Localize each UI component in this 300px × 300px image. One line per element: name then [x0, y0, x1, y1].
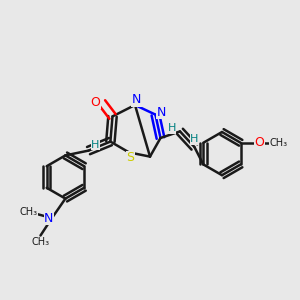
Text: O: O: [91, 95, 100, 109]
Text: H: H: [190, 134, 199, 145]
Text: O: O: [255, 136, 265, 149]
Text: N: N: [157, 106, 166, 119]
Text: N: N: [44, 212, 54, 225]
Text: H: H: [167, 123, 176, 134]
Text: CH₃: CH₃: [20, 207, 38, 217]
Text: CH₃: CH₃: [269, 138, 287, 148]
Text: S: S: [127, 151, 134, 164]
Text: CH₃: CH₃: [32, 237, 50, 247]
Text: H: H: [91, 140, 100, 150]
Text: N: N: [132, 93, 141, 106]
